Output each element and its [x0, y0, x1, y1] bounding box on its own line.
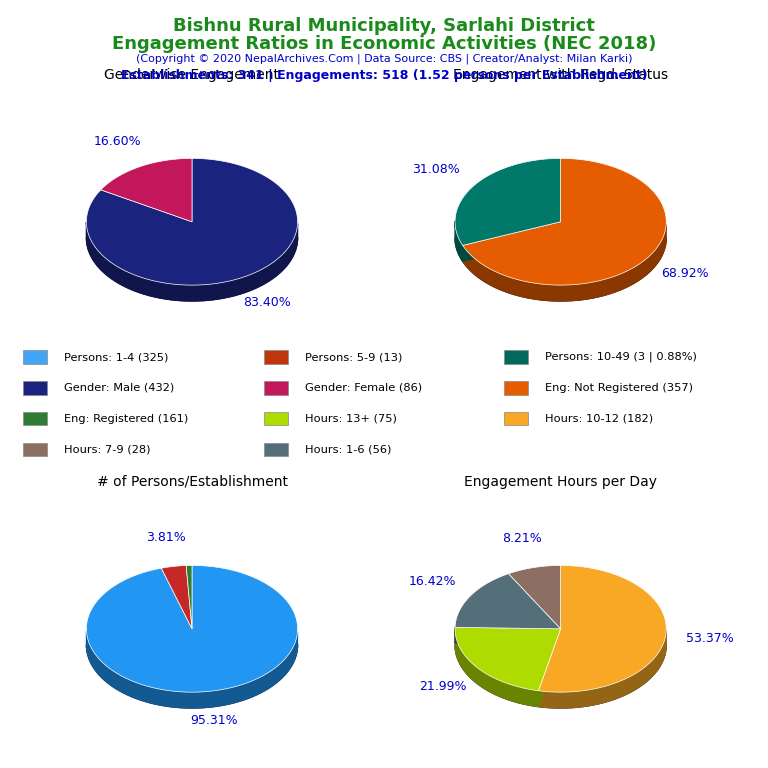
- Polygon shape: [455, 627, 561, 644]
- Bar: [263, 412, 288, 425]
- Polygon shape: [87, 222, 298, 301]
- Text: Hours: 13+ (75): Hours: 13+ (75): [305, 413, 396, 424]
- Polygon shape: [455, 220, 462, 261]
- Polygon shape: [101, 158, 192, 222]
- Text: Gender: Male (432): Gender: Male (432): [64, 382, 174, 393]
- Text: 16.42%: 16.42%: [409, 574, 455, 588]
- Polygon shape: [186, 565, 192, 629]
- Text: Persons: 10-49 (3 | 0.88%): Persons: 10-49 (3 | 0.88%): [545, 352, 697, 362]
- Polygon shape: [508, 565, 561, 629]
- Polygon shape: [87, 631, 297, 708]
- Polygon shape: [455, 574, 561, 629]
- Polygon shape: [87, 158, 297, 285]
- Text: 31.08%: 31.08%: [412, 164, 460, 176]
- Bar: [505, 350, 528, 364]
- Text: 3.81%: 3.81%: [146, 531, 186, 544]
- Bar: [263, 350, 288, 364]
- Polygon shape: [455, 627, 561, 690]
- Polygon shape: [455, 629, 538, 707]
- Polygon shape: [161, 565, 192, 629]
- Text: 68.92%: 68.92%: [661, 267, 709, 280]
- Polygon shape: [455, 627, 561, 644]
- Text: Establishments: 341 | Engagements: 518 (1.52 persons per Establishment): Establishments: 341 | Engagements: 518 (…: [121, 69, 647, 82]
- Title: Genderwise Engagement: Genderwise Engagement: [104, 68, 280, 82]
- Polygon shape: [455, 629, 666, 708]
- Polygon shape: [87, 629, 298, 708]
- Polygon shape: [462, 222, 561, 261]
- Text: Eng: Registered (161): Eng: Registered (161): [64, 413, 188, 424]
- Bar: [263, 381, 288, 395]
- Text: Engagement Ratios in Economic Activities (NEC 2018): Engagement Ratios in Economic Activities…: [112, 35, 656, 52]
- Polygon shape: [462, 224, 666, 301]
- Text: Hours: 10-12 (182): Hours: 10-12 (182): [545, 413, 654, 424]
- Text: 21.99%: 21.99%: [419, 680, 467, 693]
- Text: (Copyright © 2020 NepalArchives.Com | Data Source: CBS | Creator/Analyst: Milan : (Copyright © 2020 NepalArchives.Com | Da…: [136, 54, 632, 65]
- Text: Eng: Not Registered (357): Eng: Not Registered (357): [545, 382, 694, 393]
- Bar: [23, 350, 47, 364]
- Bar: [505, 381, 528, 395]
- Bar: [23, 442, 47, 456]
- Polygon shape: [538, 629, 561, 707]
- Polygon shape: [87, 222, 297, 301]
- Text: 53.37%: 53.37%: [686, 632, 733, 645]
- Bar: [263, 442, 288, 456]
- Bar: [505, 412, 528, 425]
- Polygon shape: [455, 158, 561, 246]
- Text: Hours: 1-6 (56): Hours: 1-6 (56): [305, 444, 391, 455]
- Title: # of Persons/Establishment: # of Persons/Establishment: [97, 475, 287, 489]
- Bar: [23, 381, 47, 395]
- Text: Persons: 5-9 (13): Persons: 5-9 (13): [305, 352, 402, 362]
- Polygon shape: [538, 565, 666, 692]
- Title: Engagement Hours per Day: Engagement Hours per Day: [464, 475, 657, 489]
- Text: 95.31%: 95.31%: [190, 714, 238, 727]
- Polygon shape: [455, 222, 666, 301]
- Text: 83.40%: 83.40%: [243, 296, 290, 309]
- Polygon shape: [87, 565, 297, 692]
- Text: Hours: 7-9 (28): Hours: 7-9 (28): [64, 444, 151, 455]
- Title: Engagement with Regd. Status: Engagement with Regd. Status: [453, 68, 668, 82]
- Polygon shape: [538, 629, 561, 707]
- Text: 16.60%: 16.60%: [94, 134, 141, 147]
- Polygon shape: [462, 158, 666, 285]
- Bar: [23, 412, 47, 425]
- Polygon shape: [462, 222, 561, 261]
- Text: Gender: Female (86): Gender: Female (86): [305, 382, 422, 393]
- Text: Bishnu Rural Municipality, Sarlahi District: Bishnu Rural Municipality, Sarlahi Distr…: [173, 17, 595, 35]
- Polygon shape: [538, 630, 666, 708]
- Text: 8.21%: 8.21%: [502, 532, 542, 545]
- Text: Persons: 1-4 (325): Persons: 1-4 (325): [64, 352, 168, 362]
